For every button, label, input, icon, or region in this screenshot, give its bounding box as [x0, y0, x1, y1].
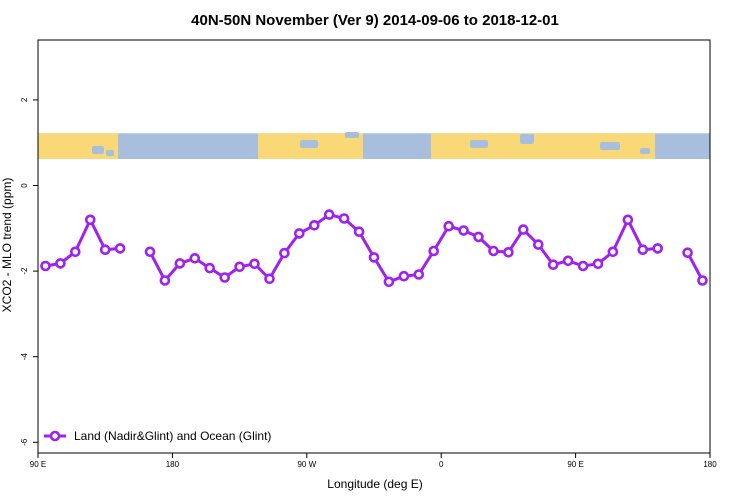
- data-point: [607, 246, 619, 258]
- data-point: [547, 259, 559, 271]
- map-water: [345, 132, 359, 138]
- data-point: [204, 262, 215, 274]
- data-point: [428, 245, 440, 257]
- data-point: [264, 273, 275, 285]
- data-point: [697, 275, 708, 286]
- map-land: [38, 133, 118, 159]
- map-water: [470, 140, 488, 148]
- data-point: [413, 269, 425, 280]
- map-water: [106, 150, 114, 156]
- series-layer: [40, 209, 708, 288]
- data-point: [234, 261, 245, 273]
- data-point: [368, 252, 380, 263]
- plot-frame: [37, 39, 711, 454]
- chart-title: 40N-50N November (Ver 9) 2014-09-06 to 2…: [191, 12, 559, 29]
- y-tick-label: 2: [20, 97, 29, 102]
- data-point: [682, 247, 693, 258]
- legend: Land (Nadir&Glint) and Ocean (Glint): [44, 429, 271, 443]
- data-point: [85, 214, 96, 226]
- x-tick-label: 0: [439, 460, 444, 469]
- axes-layer: 90 E 180 90 W 0 90 E 180 2 0 -2 -4 -6: [20, 97, 717, 469]
- map-water: [300, 140, 318, 148]
- data-point: [114, 243, 126, 254]
- data-point: [562, 255, 574, 267]
- x-tick-label: 180: [703, 460, 717, 469]
- legend-label: Land (Nadir&Glint) and Ocean (Glint): [74, 429, 271, 443]
- y-tick-label: -2: [20, 267, 29, 275]
- data-point: [99, 244, 111, 255]
- map-land: [431, 133, 655, 159]
- y-tick-label: -6: [20, 438, 29, 446]
- data-point: [40, 260, 51, 272]
- x-tick-label: 90 E: [567, 460, 583, 469]
- data-point: [503, 247, 514, 258]
- data-point: [144, 246, 156, 258]
- data-point: [488, 245, 499, 257]
- data-point: [293, 228, 305, 239]
- world-map-band: [38, 132, 710, 159]
- legend-marker-swatch: [49, 430, 61, 442]
- data-point: [637, 244, 649, 255]
- map-water: [92, 146, 104, 154]
- data-point: [323, 209, 335, 220]
- data-point: [353, 226, 365, 237]
- data-point: [249, 258, 260, 270]
- y-axis-label: XCO2 - MLO trend (ppm): [0, 178, 14, 313]
- data-point: [592, 258, 604, 270]
- data-point: [622, 214, 634, 226]
- data-point: [279, 247, 290, 259]
- data-point: [577, 260, 589, 272]
- map-water: [640, 148, 650, 154]
- data-point: [652, 243, 664, 254]
- map-water: [520, 134, 534, 144]
- data-point: [383, 276, 395, 288]
- x-tick-label: 180: [166, 460, 180, 469]
- data-point: [174, 258, 186, 269]
- data-point: [443, 220, 455, 232]
- data-point: [219, 272, 230, 283]
- data-point: [308, 220, 320, 231]
- x-axis-label: Longitude (deg E): [327, 477, 422, 491]
- y-tick-label: 0: [20, 183, 29, 188]
- data-point: [189, 252, 201, 264]
- data-point: [517, 224, 529, 235]
- y-tick-label: -4: [20, 353, 29, 361]
- data-point: [473, 231, 484, 243]
- x-tick-label: 90 W: [297, 460, 316, 469]
- data-point: [532, 239, 544, 250]
- x-tick-label: 90 E: [30, 460, 46, 469]
- data-point: [458, 225, 469, 236]
- data-point: [338, 213, 350, 224]
- data-point: [159, 275, 171, 286]
- data-point: [55, 258, 66, 269]
- data-point: [398, 270, 410, 282]
- map-water: [600, 142, 620, 150]
- data-point: [70, 246, 81, 258]
